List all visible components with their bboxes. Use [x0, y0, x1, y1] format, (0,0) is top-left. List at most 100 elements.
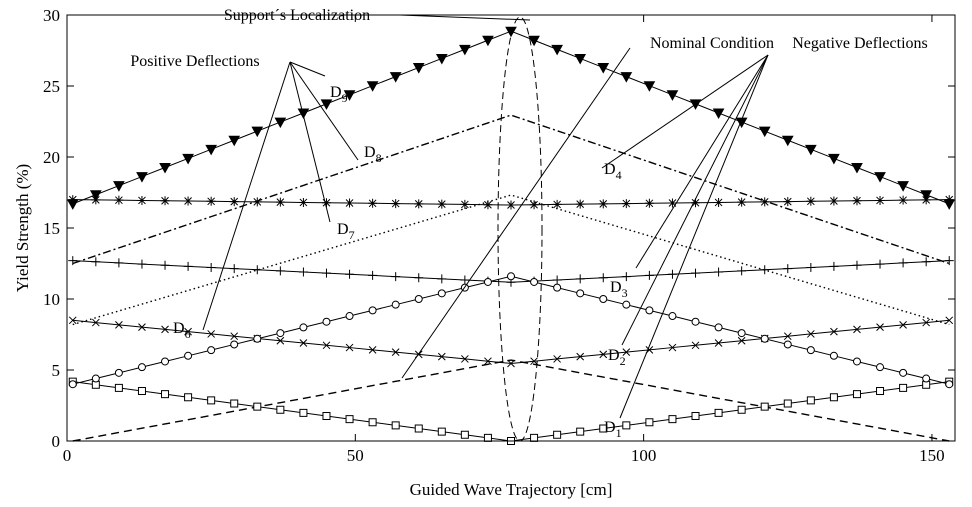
- marker: [922, 318, 931, 327]
- y-axis-label: Yield Strength (%): [13, 164, 32, 292]
- marker: [944, 256, 954, 266]
- y-tick-label: 0: [52, 432, 61, 451]
- marker: [945, 380, 954, 389]
- marker: [667, 198, 677, 208]
- marker: [553, 355, 561, 363]
- marker: [137, 387, 146, 396]
- marker: [898, 258, 908, 268]
- x-tick-label: 0: [63, 446, 72, 465]
- marker: [760, 334, 769, 343]
- arrow: [289, 61, 359, 161]
- x-tick-label: 100: [631, 446, 657, 465]
- marker: [874, 172, 886, 183]
- marker: [68, 380, 77, 389]
- marker: [621, 199, 631, 209]
- marker: [161, 390, 170, 399]
- marker: [297, 108, 310, 120]
- marker: [852, 357, 861, 366]
- marker: [460, 199, 470, 209]
- series-label: D1: [604, 419, 622, 440]
- marker: [299, 323, 308, 332]
- marker: [530, 277, 539, 286]
- marker: [714, 339, 723, 347]
- marker: [389, 72, 402, 83]
- y-tick-label: 5: [52, 361, 61, 380]
- marker: [645, 418, 654, 427]
- marker: [253, 334, 262, 343]
- marker: [230, 332, 239, 341]
- marker: [668, 312, 677, 321]
- plot-frame: [66, 14, 956, 442]
- marker: [345, 312, 354, 321]
- marker: [530, 433, 539, 442]
- marker: [829, 393, 838, 402]
- marker: [414, 424, 423, 433]
- marker: [714, 197, 724, 207]
- marker: [691, 198, 701, 208]
- marker: [435, 53, 448, 65]
- marker: [829, 261, 839, 271]
- series-line: [72, 194, 950, 326]
- marker: [368, 270, 378, 280]
- series-label: D4: [604, 161, 622, 182]
- marker: [275, 266, 285, 276]
- marker: [391, 421, 400, 430]
- marker: [921, 257, 931, 267]
- marker: [551, 44, 563, 56]
- marker: [299, 408, 308, 417]
- marker: [321, 198, 331, 208]
- marker: [91, 318, 100, 327]
- marker: [161, 325, 169, 334]
- marker: [622, 300, 631, 309]
- marker: [899, 368, 908, 377]
- marker: [298, 267, 308, 277]
- marker: [599, 424, 608, 433]
- marker: [230, 399, 239, 408]
- marker: [758, 126, 771, 138]
- marker: [691, 268, 701, 278]
- marker: [644, 198, 654, 208]
- marker: [621, 272, 631, 282]
- marker: [598, 273, 608, 283]
- marker: [667, 269, 677, 279]
- marker: [412, 63, 425, 74]
- marker: [806, 330, 815, 338]
- marker: [345, 343, 354, 352]
- marker: [251, 126, 264, 138]
- marker: [483, 433, 492, 442]
- marker: [274, 117, 287, 129]
- arrow: [619, 54, 769, 419]
- marker: [712, 108, 725, 120]
- marker: [159, 163, 171, 174]
- marker: [391, 348, 400, 356]
- arrow: [601, 54, 769, 169]
- marker: [783, 399, 792, 408]
- marker: [622, 421, 631, 430]
- marker: [483, 277, 492, 286]
- marker: [368, 418, 377, 427]
- marker: [783, 340, 792, 349]
- plot-area: [67, 15, 955, 441]
- marker: [184, 393, 193, 402]
- marker: [806, 346, 815, 355]
- marker: [507, 272, 515, 281]
- marker: [460, 430, 469, 439]
- marker: [437, 427, 446, 436]
- marker: [666, 90, 679, 101]
- marker: [391, 199, 401, 209]
- marker: [806, 262, 816, 272]
- marker: [576, 427, 585, 436]
- marker: [622, 348, 631, 356]
- marker: [68, 256, 78, 266]
- marker: [207, 330, 216, 338]
- marker: [574, 53, 587, 65]
- marker: [113, 181, 125, 192]
- marker: [852, 196, 862, 206]
- marker: [552, 275, 562, 285]
- marker: [91, 374, 100, 383]
- marker: [806, 196, 816, 206]
- annotation: Negative Deflections: [792, 35, 928, 52]
- marker: [829, 196, 839, 206]
- marker: [529, 200, 539, 210]
